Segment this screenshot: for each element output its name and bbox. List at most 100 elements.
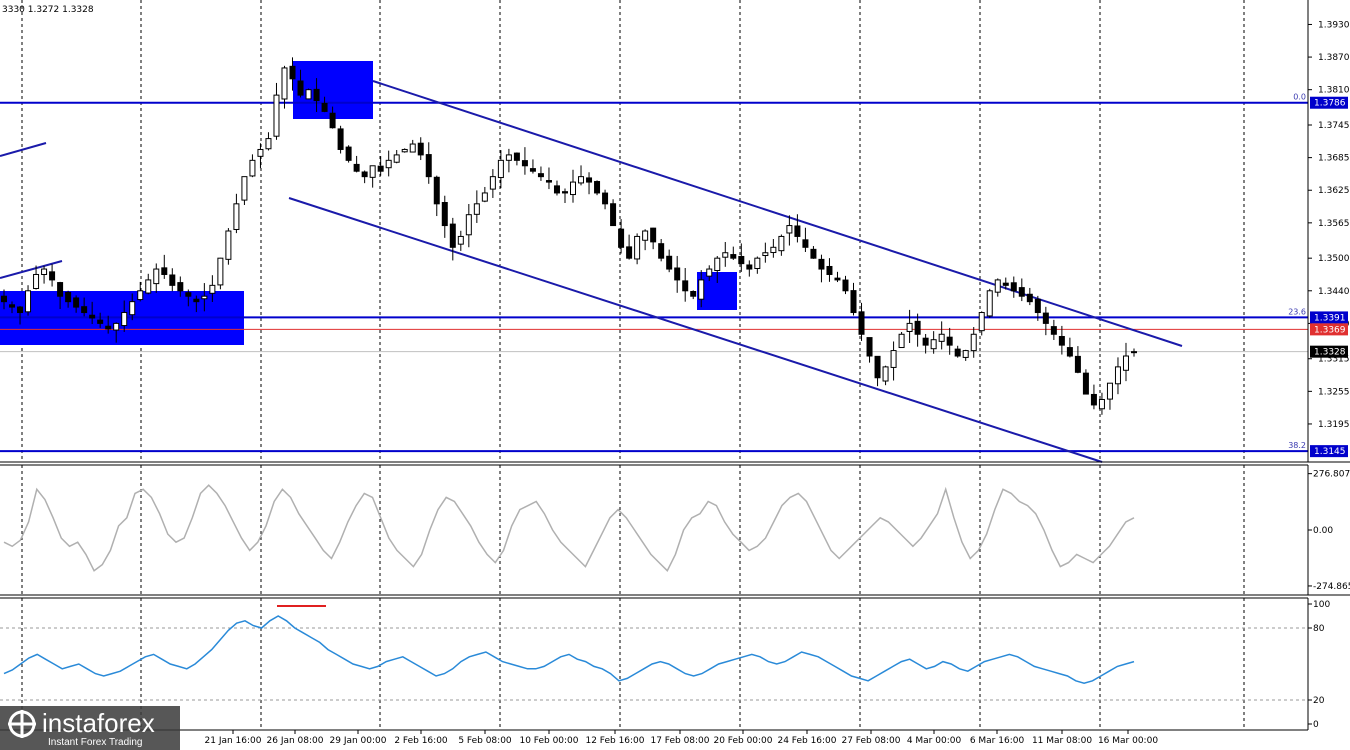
price-tick-label: 1.3810 (1318, 86, 1350, 96)
candle (441, 195, 448, 238)
candle (1106, 382, 1113, 410)
candle (81, 297, 88, 317)
candle (746, 260, 753, 277)
candle (17, 305, 24, 325)
candle (153, 263, 160, 293)
price-tick-label: 1.3565 (1318, 219, 1350, 229)
candle (113, 322, 120, 343)
candle (890, 341, 897, 381)
candle (930, 331, 937, 354)
candle (946, 327, 953, 355)
candle (409, 139, 416, 153)
candle (545, 167, 552, 190)
time-axis-label: 11 Mar 08:00 (1032, 736, 1092, 746)
candle (337, 125, 344, 154)
time-axis-label: 27 Feb 08:00 (841, 736, 900, 746)
candle (802, 227, 809, 252)
candlesticks (1, 57, 1137, 415)
candle (858, 302, 865, 341)
candle (257, 143, 264, 169)
price-tick-label: 1.3685 (1318, 154, 1350, 164)
time-axis-label: 21 Jan 16:00 (205, 736, 262, 746)
candle (137, 281, 144, 302)
candle (33, 265, 40, 290)
candle (634, 233, 641, 265)
candle (457, 230, 464, 251)
candle (369, 165, 376, 188)
candle (762, 242, 769, 263)
candle (922, 333, 929, 354)
candle (209, 275, 216, 302)
time-axis-labels: 21 Jan 16:00 26 Jan 08:00 29 Jan 00:00 2 Fe… (205, 730, 1158, 746)
time-axis-label: 10 Feb 00:00 (519, 736, 578, 746)
candle (97, 312, 104, 328)
current-price-badge-text: 1.3328 (1314, 348, 1346, 358)
trendline-left-lower[interactable] (0, 260, 63, 279)
candle (906, 309, 913, 344)
cci-tick-label: -274.8656 (1313, 582, 1350, 592)
price-tick-label: 1.3500 (1318, 254, 1350, 264)
time-axis-label: 6 Mar 16:00 (970, 736, 1025, 746)
candle (249, 154, 256, 178)
candle (449, 217, 456, 261)
candle (1131, 348, 1137, 357)
rsi-tick-label: 80 (1313, 624, 1325, 634)
candle (505, 148, 512, 173)
candle (674, 255, 681, 293)
vertical-gridlines (21, 0, 1245, 462)
watermark-tagline: Instant Forex Trading (48, 737, 143, 748)
channel-upper-line[interactable] (372, 80, 1183, 347)
candle (938, 321, 945, 350)
candle (377, 156, 384, 176)
cci-line (3, 484, 1135, 572)
candle (73, 295, 80, 313)
level-price-badge (1310, 96, 1348, 109)
candle (586, 172, 593, 195)
candle (225, 228, 232, 265)
candle (658, 238, 665, 262)
candle (321, 96, 328, 113)
cci-vertical-gridlines (21, 465, 1245, 595)
candle (714, 256, 721, 284)
candle (193, 295, 200, 313)
candle (161, 254, 168, 279)
rsi-panel[interactable] (0, 598, 1308, 730)
candle (1, 289, 7, 310)
channel-lower-line[interactable] (288, 197, 1103, 463)
candle (818, 254, 825, 283)
candle (1066, 337, 1073, 358)
price-badges: 1.3786 1.3391 1.3145 1.3369 1.3328 (1310, 96, 1348, 458)
candle (401, 148, 408, 153)
cci-axis-labels: 276.8074 0.00 -274.8656 (1308, 470, 1350, 592)
candle (994, 278, 1001, 297)
candle (529, 159, 536, 174)
candle (570, 169, 577, 203)
time-axis-label: 4 Mar 00:00 (907, 736, 962, 746)
time-axis-label: 16 Mar 00:00 (1098, 736, 1158, 746)
candle (1058, 325, 1065, 355)
candle (1050, 319, 1057, 340)
cci-panel[interactable] (3, 465, 1245, 595)
instaforex-watermark: instaforex Instant Forex Trading (0, 706, 180, 750)
level-price-badge-text: 1.3391 (1314, 313, 1346, 323)
rsi-line (3, 615, 1135, 684)
candle (9, 301, 16, 314)
candle (850, 282, 857, 316)
rsi-tick-label: 20 (1313, 696, 1325, 706)
candle (1098, 392, 1105, 415)
trendline-left-upper[interactable] (0, 142, 47, 157)
candle (882, 365, 889, 386)
candle (201, 283, 208, 312)
candle (49, 264, 56, 287)
candle (594, 180, 601, 196)
rsi-axis-labels: 100 80 20 0 (1308, 600, 1330, 730)
candle (305, 88, 312, 100)
candle (954, 345, 961, 358)
candle (473, 190, 480, 223)
time-axis-label: 17 Feb 08:00 (650, 736, 709, 746)
level-price-badge-text: 1.3145 (1314, 447, 1346, 457)
descending-channel (0, 80, 1183, 463)
level-price-badge (1310, 311, 1348, 324)
price-panel[interactable]: 0.0 23.6 38.2 3330 1.3272 1.3328 (0, 0, 1308, 463)
